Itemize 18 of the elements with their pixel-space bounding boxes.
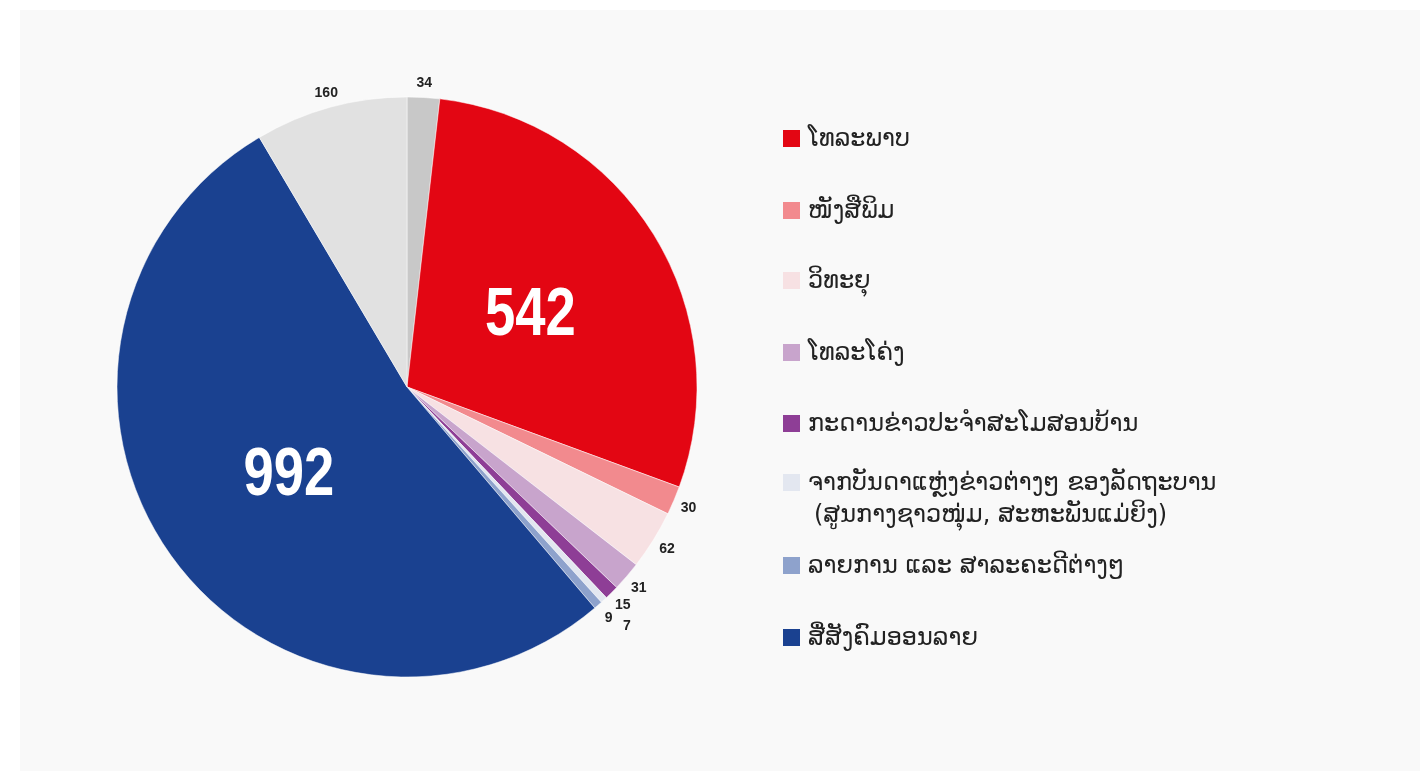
data-label: 34 [416,73,433,90]
legend-label: ໂທລະພາບ [807,124,910,152]
legend-label: ກະດານຂ່າວປະຈຳສະໂມສອນບ້ານ [808,408,1139,437]
data-label: 31 [631,578,647,595]
data-label: 62 [659,540,675,557]
data-label: 30 [680,498,697,515]
legend-label: ຈາກບັນດາແຫຼ່ງຂ່າວຕ່າງໆ ຂອງລັດຖະບານ (ສູນກາງຊາວໜຸ່ມ, ສະຫະພັນແມ່ຍິງ) [808,466,1217,531]
data-label: 992 [243,433,335,510]
data-label: 7 [623,616,632,633]
data-label: 542 [485,272,576,349]
data-label: 9 [604,609,613,626]
legend-label: ວິທະຍຸ [808,265,871,297]
data-label: 160 [314,83,339,100]
legend-label: ສື່ສັງຄົມອອນລາຍ [808,621,978,651]
legend-label: ໜັງສືພິມ [808,194,895,224]
data-label: 15 [615,595,631,612]
legend-label: ໂທລະໂຄ່ງ [807,338,905,366]
legend-label: ລາຍການ ແລະ ສາລະຄະດີຕ່າງໆ [808,549,1125,579]
